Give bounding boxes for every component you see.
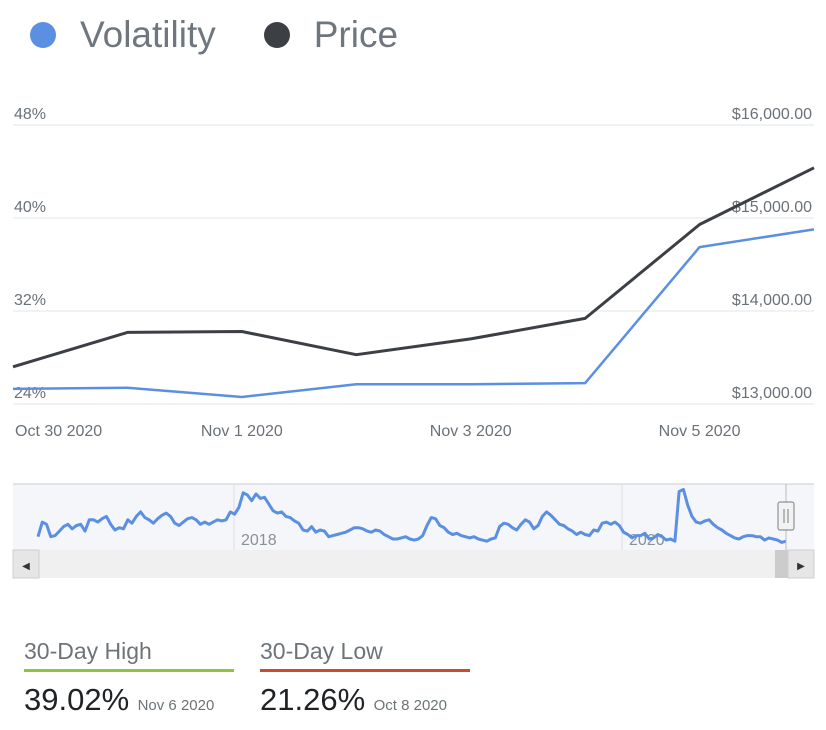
series-lines <box>12 166 815 399</box>
stat-low-date: Oct 8 2020 <box>373 697 447 714</box>
series-line-price[interactable] <box>12 166 815 369</box>
scroll-right-arrow-icon[interactable]: ▶ <box>797 561 805 572</box>
y-left-tick-label: 40% <box>14 199 46 216</box>
scrollbar-thumb[interactable] <box>775 550 788 578</box>
scroll-left-arrow-icon[interactable]: ◀ <box>22 561 30 572</box>
stat-low-label: 30-Day Low <box>260 638 383 664</box>
navigator-handle[interactable] <box>777 501 795 531</box>
stat-high-date: Nov 6 2020 <box>137 697 215 714</box>
scrollbar[interactable]: ◀ ▶ <box>12 549 815 579</box>
stat-high-underline <box>24 669 234 672</box>
x-tick-label: Oct 30 2020 <box>15 423 102 440</box>
legend-label-price: Price <box>313 14 399 55</box>
grid-lines <box>13 124 814 405</box>
scrollbar-track[interactable] <box>13 550 814 578</box>
legend-item-volatility[interactable]: Volatility <box>30 14 216 56</box>
y-right-tick-label: $14,000.00 <box>732 292 812 309</box>
stat-30-day-low: 30-Day Low 21.26% Oct 8 2020 <box>260 638 470 718</box>
stat-high-label: 30-Day High <box>24 638 152 664</box>
volatility-price-chart[interactable]: 48%40%32%24% $16,000.00$15,000.00$14,000… <box>0 0 826 600</box>
navigator-volatility-line <box>36 487 787 544</box>
x-tick-label: Nov 1 2020 <box>201 423 283 440</box>
series-line-volatility[interactable] <box>12 228 815 399</box>
stat-low-value: 21.26% <box>260 682 366 717</box>
x-axis: Oct 30 2020 Nov 1 2020 Nov 3 2020 Nov 5 202… <box>15 423 741 440</box>
y-left-tick-label: 48% <box>14 106 46 123</box>
stat-high-value: 39.02% <box>24 682 130 717</box>
chart-legend: Volatility Price <box>30 10 446 60</box>
legend-dot-volatility <box>30 22 56 48</box>
scrollbar-right-button[interactable] <box>787 549 815 579</box>
stat-low-underline <box>260 669 470 672</box>
stat-30-day-high: 30-Day High 39.02% Nov 6 2020 <box>24 638 234 718</box>
legend-label-volatility: Volatility <box>80 14 216 55</box>
y-right-tick-label: $13,000.00 <box>732 385 812 402</box>
legend-item-price[interactable]: Price <box>263 14 399 56</box>
x-tick-label: Nov 5 2020 <box>659 423 741 440</box>
navigator-year-label: 2018 <box>241 532 277 549</box>
stats-panel: 30-Day High 39.02% Nov 6 2020 30-Day Low… <box>24 638 496 718</box>
y-left-tick-label: 32% <box>14 292 46 309</box>
legend-dot-price <box>263 22 290 48</box>
y-right-tick-label: $15,000.00 <box>732 199 812 216</box>
x-tick-label: Nov 3 2020 <box>430 423 512 440</box>
navigator[interactable]: 2018 2020 <box>13 483 814 550</box>
y-right-tick-label: $16,000.00 <box>732 106 812 123</box>
y-axis-right: $16,000.00 $15,000.00 $14,000.00 $13,000.00 <box>732 106 812 402</box>
scrollbar-left-button[interactable] <box>12 549 40 579</box>
